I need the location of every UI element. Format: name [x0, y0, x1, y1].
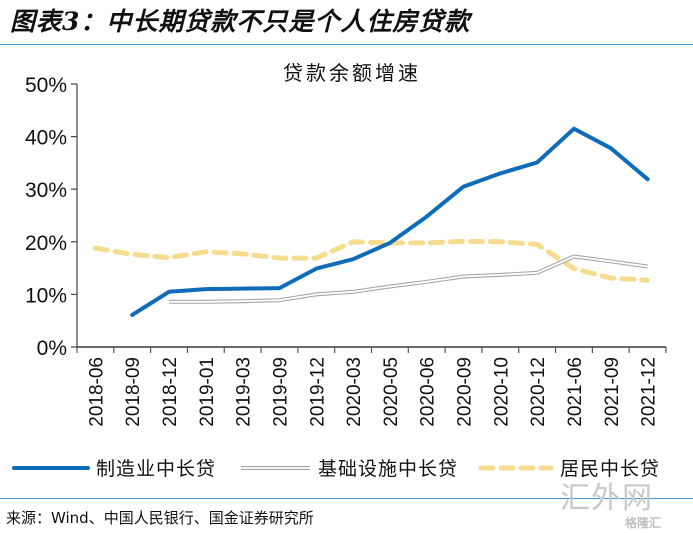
series-line-residents [92, 238, 651, 283]
y-tick-label: 20% [25, 232, 67, 255]
y-tick-label: 10% [25, 284, 67, 307]
chart-title: 贷款余额增速 [283, 61, 421, 85]
x-tick-label: 2018-06 [86, 357, 107, 427]
legend: 制造业中长贷 基础设施中长贷 居民中长贷 [12, 458, 660, 480]
legend-label: 居民中长贷 [560, 458, 660, 480]
bottom-divider [0, 498, 693, 499]
series-layer [92, 126, 651, 317]
x-axis: 2018-06 2018-09 2018-12 2019-01 2019-03 2019-… [76, 346, 667, 427]
legend-item-residents: 居民中长贷 [478, 458, 660, 480]
series-residents [92, 238, 651, 283]
x-tick-label: 2020-05 [381, 357, 402, 427]
source-note: 来源：Wind、中国人民银行、国金证券研究所 [6, 509, 314, 527]
x-tick-label: 2019-01 [197, 357, 218, 427]
x-tick-label: 2020-09 [455, 357, 476, 427]
x-tick-label: 2021-06 [565, 357, 586, 427]
series-line-infrastructure-outer [169, 254, 648, 304]
series-infrastructure [169, 254, 648, 304]
legend-item-manufacturing: 制造业中长贷 [12, 458, 216, 480]
x-tick-label: 2020-12 [528, 357, 549, 427]
watermark: 汇外网 [560, 481, 653, 516]
y-tick-label: 30% [25, 179, 67, 202]
legend-label: 基础设施中长贷 [318, 458, 458, 480]
y-tick-label: 40% [25, 127, 67, 150]
x-tick-label: 2019-09 [270, 357, 291, 427]
line-chart: 贷款余额增速 0%10%20%30%40%50% 2018-06 2018-09 2… [12, 61, 667, 480]
x-tick-label: 2018-12 [160, 357, 181, 427]
legend-item-infrastructure: 基础设施中长贷 [241, 458, 458, 480]
y-tick-label: 0% [37, 337, 67, 360]
legend-label: 制造业中长贷 [96, 458, 216, 480]
x-tick-label: 2020-06 [418, 357, 439, 427]
x-tick-label: 2020-03 [344, 357, 365, 427]
y-tick-label: 50% [25, 74, 67, 97]
series-line-manufacturing [130, 126, 650, 317]
figure-title: 图表3：中长期贷款不只是个人住房贷款 [10, 7, 471, 36]
x-tick-label: 2021-09 [602, 357, 623, 427]
series-manufacturing [130, 126, 650, 317]
x-tick-label: 2019-03 [234, 357, 255, 427]
x-tick-label: 2020-10 [491, 357, 512, 427]
series-line-infrastructure-inner [169, 255, 648, 303]
x-tick-label: 2018-09 [123, 357, 144, 427]
y-axis: 0% 10% 20% 30% 40% 50% [25, 74, 78, 360]
x-tick-label: 2021-12 [639, 357, 660, 427]
x-tick-label: 2019-12 [307, 357, 328, 427]
top-divider [0, 44, 693, 45]
watermark-sub: 格隆汇 [625, 516, 662, 530]
